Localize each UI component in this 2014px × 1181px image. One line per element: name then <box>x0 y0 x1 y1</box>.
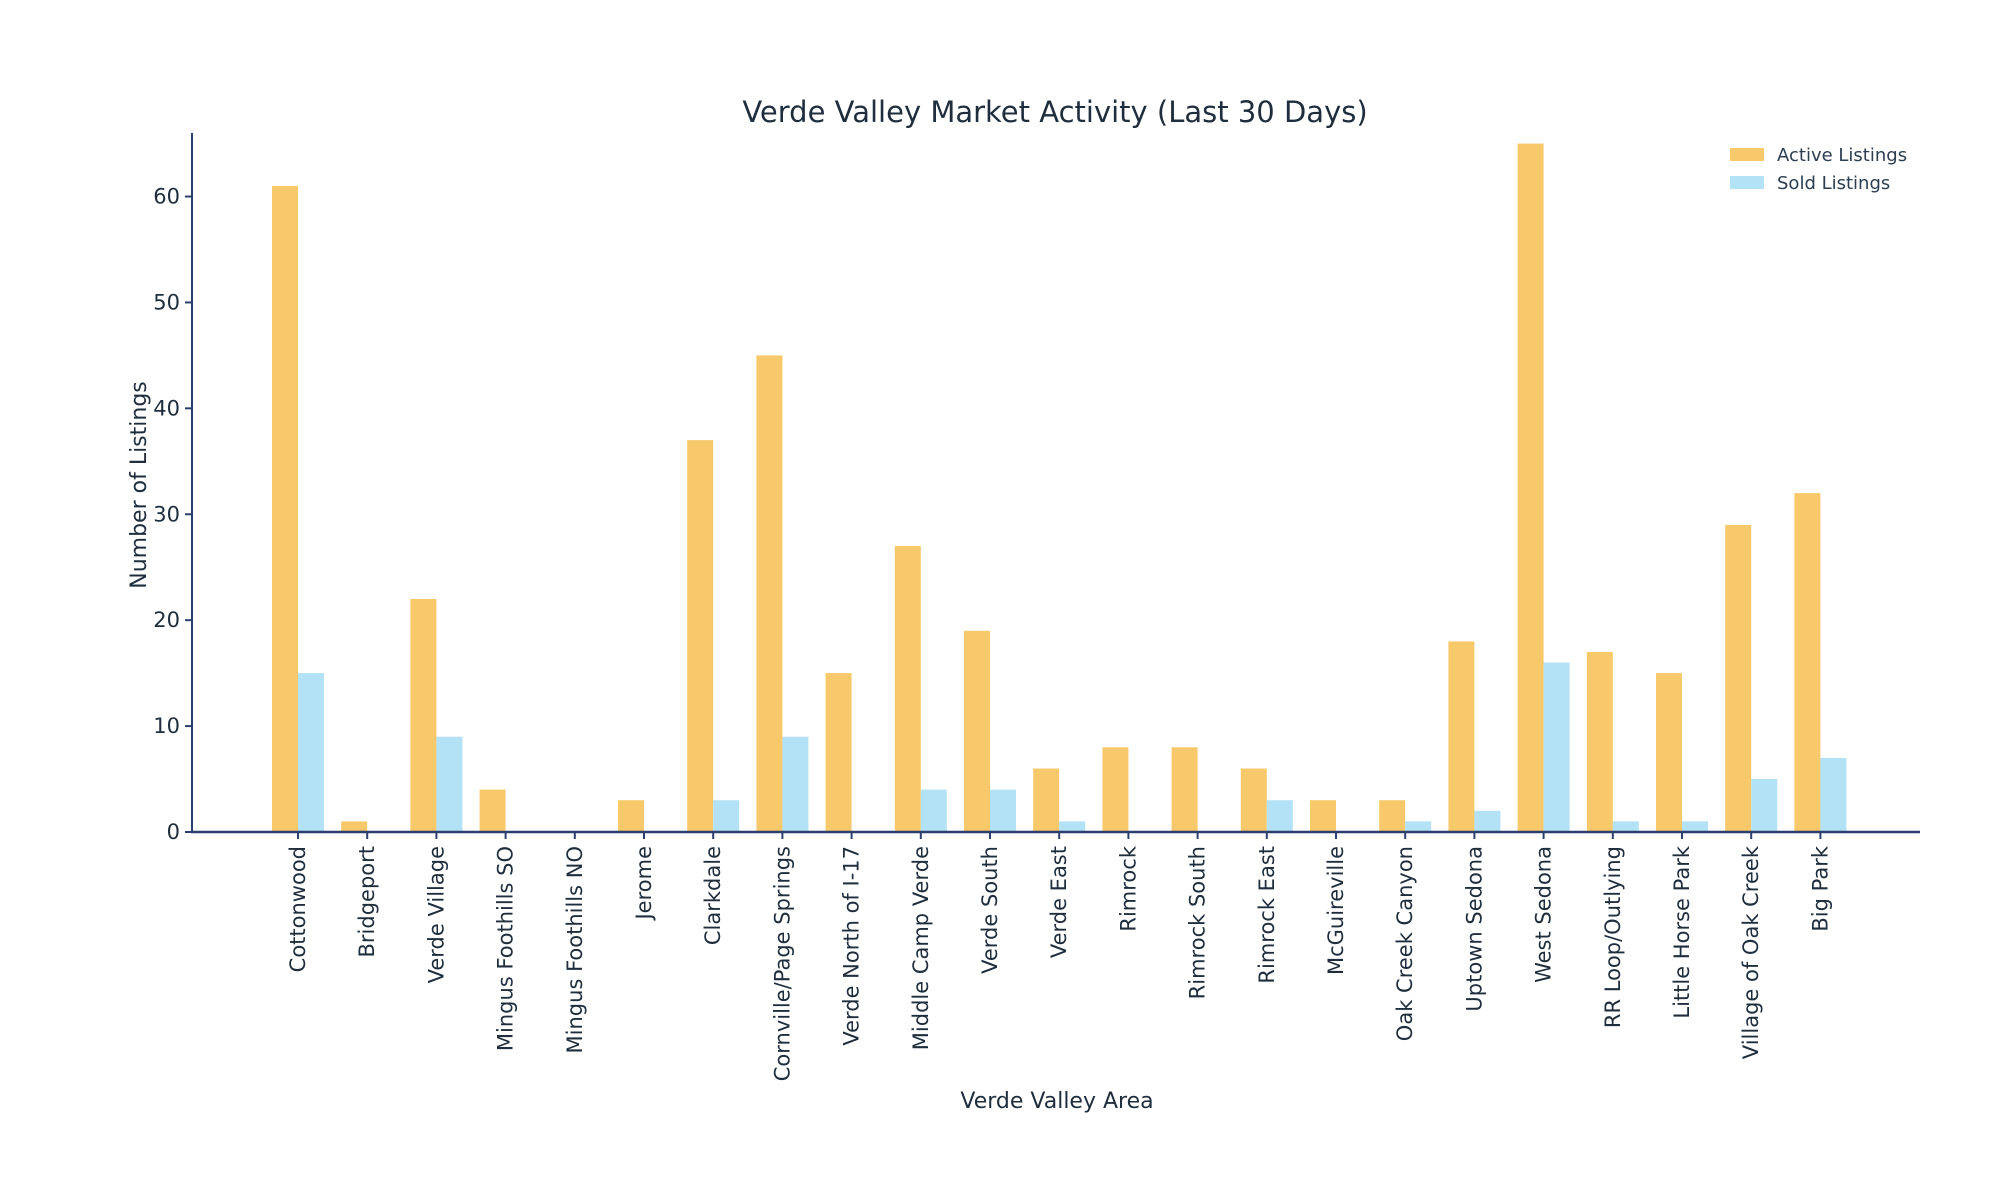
x-tick-label: Mingus Foothills NO <box>563 846 587 1053</box>
active-listings-bar <box>341 821 368 832</box>
sold-listings-bar <box>1612 821 1639 832</box>
sold-listings-bar <box>1820 757 1847 832</box>
x-tick-label: Jerome <box>632 846 656 922</box>
active-listings-bar <box>1379 800 1406 832</box>
x-tick-label: Cottonwood <box>286 846 310 972</box>
sold-listings-bar <box>713 800 740 832</box>
x-tick-label: Middle Camp Verde <box>909 846 933 1050</box>
x-tick-label: Uptown Sedona <box>1462 846 1486 1012</box>
legend-swatch-sold <box>1730 176 1764 189</box>
sold-listings-bar <box>1751 779 1778 832</box>
active-listings-bar <box>964 630 990 832</box>
sold-listings-bar <box>298 673 324 832</box>
active-listings-bar <box>756 355 783 832</box>
active-listings-bar <box>410 599 437 832</box>
sold-listings-bar <box>1266 800 1293 832</box>
active-listings-bar <box>1656 673 1682 832</box>
legend-swatch-active <box>1730 148 1764 161</box>
active-listings-bar <box>618 800 644 832</box>
x-tick-label: Verde South <box>978 846 1002 974</box>
x-ticks-layer: Cottonwood Bridgeport Verde Village Mingus … <box>286 832 1832 1081</box>
active-listings-bar <box>1102 747 1129 832</box>
active-listings-bar <box>1310 800 1336 832</box>
bars-layer <box>272 143 1847 833</box>
active-listings-bar <box>1448 641 1475 832</box>
x-tick-label: Village of Oak Creek <box>1739 845 1763 1059</box>
x-tick-label: Clarkdale <box>701 846 725 945</box>
x-tick-label: Little Horse Park <box>1670 845 1694 1018</box>
x-tick-label: Bridgeport <box>355 846 379 958</box>
chart-title: Verde Valley Market Activity (Last 30 Da… <box>742 95 1367 129</box>
legend: Active Listings Sold Listings <box>1730 145 1907 194</box>
y-tick-label: 60 <box>153 185 180 209</box>
y-tick-label: 10 <box>153 714 180 738</box>
x-tick-label: West Sedona <box>1532 846 1556 983</box>
sold-listings-bar <box>436 736 463 832</box>
y-tick-label: 30 <box>153 502 180 526</box>
x-tick-label: Verde North of I-17 <box>840 846 864 1046</box>
sold-listings-bar <box>1682 821 1708 832</box>
active-listings-bar <box>687 440 714 832</box>
sold-listings-bar <box>990 789 1016 832</box>
active-listings-bar <box>272 186 298 832</box>
x-tick-label: Mingus Foothills SO <box>494 846 518 1051</box>
active-listings-bar <box>825 673 852 832</box>
y-axis-label: Number of Listings <box>127 381 152 589</box>
x-tick-label: McGuireville <box>1324 846 1348 975</box>
x-tick-label: Big Park <box>1808 845 1832 931</box>
x-tick-label: Rimrock South <box>1186 846 1210 999</box>
active-listings-bar <box>1171 747 1198 832</box>
sold-listings-bar <box>1405 821 1432 832</box>
y-tick-label: 50 <box>153 290 180 314</box>
x-tick-label: RR Loop/Outlying <box>1601 846 1625 1028</box>
x-tick-label: Verde East <box>1047 846 1071 958</box>
active-listings-bar <box>1517 143 1544 833</box>
sold-listings-bar <box>782 736 809 832</box>
legend-label-sold: Sold Listings <box>1777 173 1890 194</box>
y-ticks-layer: 0 10 20 30 40 50 60 <box>153 185 192 844</box>
x-axis-label: Verde Valley Area <box>960 1089 1153 1114</box>
x-tick-label: Verde Village <box>424 846 448 983</box>
active-listings-bar <box>479 789 506 832</box>
sold-listings-bar <box>1474 810 1501 832</box>
y-tick-label: 40 <box>153 396 180 420</box>
x-tick-label: Rimrock East <box>1255 846 1279 984</box>
active-listings-bar <box>1794 493 1821 832</box>
sold-listings-bar <box>920 789 947 832</box>
active-listings-bar <box>1033 768 1060 832</box>
sold-listings-bar <box>1543 662 1570 832</box>
active-listings-bar <box>894 546 921 832</box>
x-tick-label: Oak Creek Canyon <box>1393 846 1417 1041</box>
y-tick-label: 0 <box>167 820 180 844</box>
legend-label-active: Active Listings <box>1777 145 1907 166</box>
y-tick-label: 20 <box>153 608 180 632</box>
active-listings-bar <box>1586 652 1613 832</box>
x-tick-label: Rimrock <box>1116 845 1140 931</box>
x-tick-label: Cornville/Page Springs <box>770 846 794 1081</box>
active-listings-bar <box>1725 524 1752 832</box>
active-listings-bar <box>1240 768 1267 832</box>
sold-listings-bar <box>1059 821 1086 832</box>
